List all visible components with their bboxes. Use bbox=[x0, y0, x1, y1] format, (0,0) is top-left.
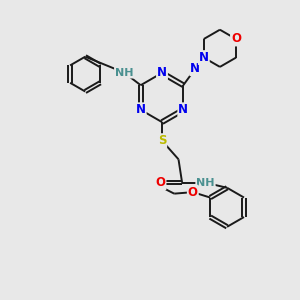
Text: N: N bbox=[190, 62, 200, 75]
Text: NH: NH bbox=[115, 68, 134, 78]
Text: N: N bbox=[199, 51, 209, 64]
Text: O: O bbox=[231, 32, 241, 46]
Text: N: N bbox=[157, 66, 167, 80]
Text: O: O bbox=[155, 176, 166, 189]
Text: S: S bbox=[158, 134, 166, 147]
Text: N: N bbox=[136, 103, 146, 116]
Text: O: O bbox=[188, 186, 198, 199]
Text: NH: NH bbox=[196, 178, 215, 188]
Text: N: N bbox=[178, 103, 188, 116]
